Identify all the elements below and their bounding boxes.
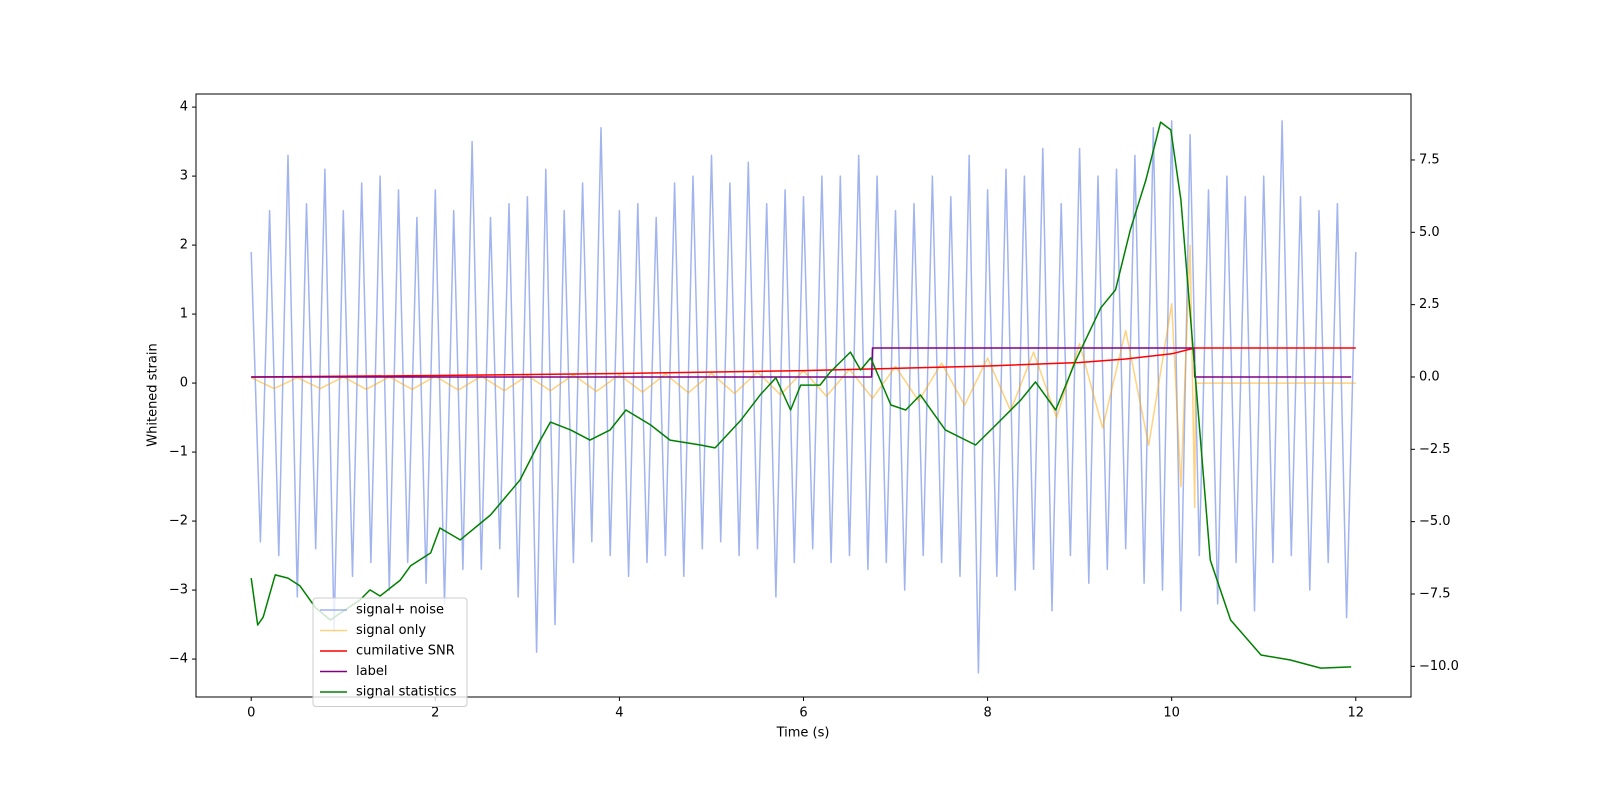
y2-tick-label: 2.5	[1419, 297, 1440, 312]
legend-label: label	[356, 664, 387, 679]
x-axis-label: Time (s)	[776, 726, 830, 741]
legend-label: signal+ noise	[356, 603, 444, 618]
y-tick-label: 1	[180, 307, 188, 322]
x-tick-label: 6	[799, 706, 807, 721]
y-tick-label: 0	[180, 376, 188, 391]
y-tick-label: 4	[180, 100, 188, 115]
y-tick-label: −3	[169, 583, 188, 598]
x-tick-label: 0	[247, 706, 255, 721]
series-line	[250, 121, 1352, 669]
y2-tick-label: 5.0	[1419, 225, 1440, 240]
y2-tick-label: 7.5	[1419, 152, 1440, 167]
x-tick-label: 4	[615, 706, 623, 721]
y-tick-label: −2	[169, 514, 188, 529]
y-tick-label: −1	[169, 445, 188, 460]
x-tick-label: 12	[1347, 706, 1364, 721]
y2-tick-label: 0.0	[1419, 369, 1440, 384]
legend-label: signal statistics	[356, 685, 457, 700]
y-tick-label: −4	[169, 652, 188, 667]
y-tick-label: 2	[180, 238, 188, 253]
y2-tick-label: −2.5	[1419, 442, 1451, 457]
series-line	[250, 244, 1356, 509]
legend-label: signal only	[356, 623, 426, 638]
legend-label: cumilative SNR	[356, 644, 455, 659]
y-tick-label: 3	[180, 169, 188, 184]
series-line	[251, 347, 1352, 378]
series-line	[251, 347, 1356, 378]
legend-box	[312, 597, 468, 707]
y2-tick-label: −7.5	[1419, 586, 1451, 601]
series-line	[250, 120, 1357, 674]
legend: signal+ noise signal only cumilative SNR la…	[312, 597, 468, 707]
x-tick-label: 8	[983, 706, 991, 721]
y-axis-label: Whitened strain	[146, 343, 161, 446]
x-tick-label: 10	[1163, 706, 1180, 721]
y2-tick-label: −5.0	[1419, 514, 1451, 529]
y2-tick-label: −10.0	[1419, 659, 1459, 674]
x-tick-label: 2	[431, 706, 439, 721]
